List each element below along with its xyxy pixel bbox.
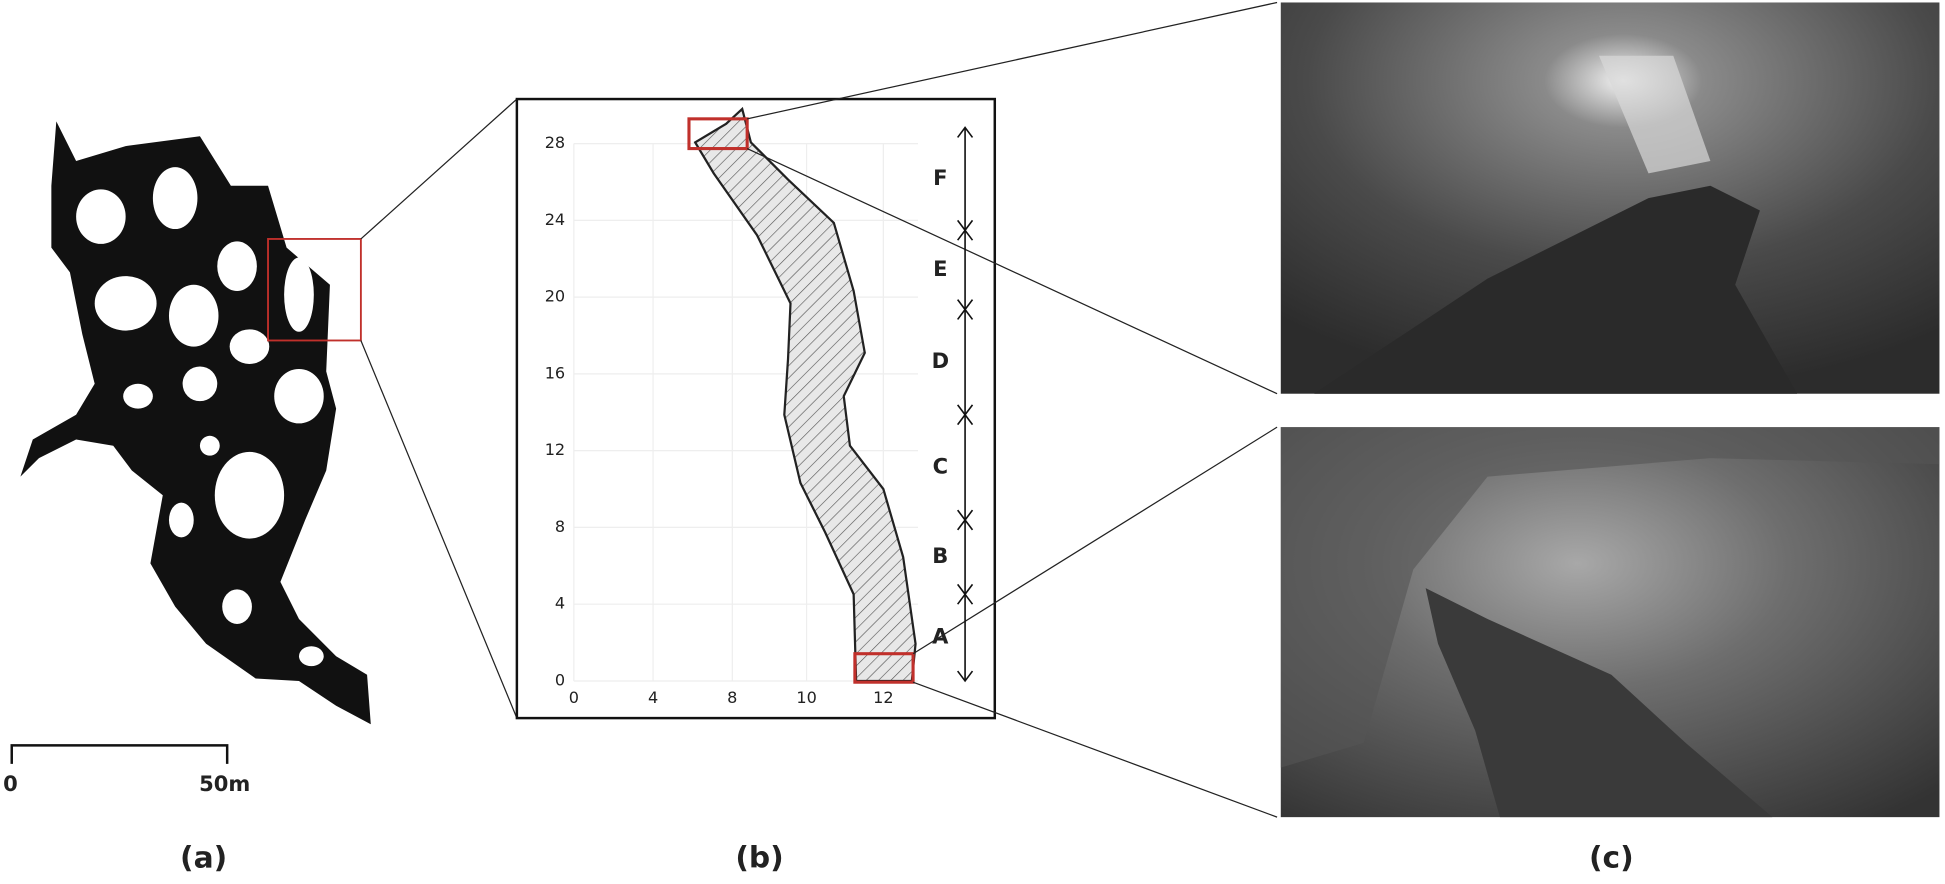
arrow-head bbox=[956, 509, 974, 522]
photo-bottom bbox=[1280, 427, 1940, 818]
connector bbox=[360, 340, 518, 719]
y-tick-label: 8 bbox=[555, 517, 565, 536]
panel-label: (a) bbox=[180, 841, 227, 876]
x-tick-label: 4 bbox=[648, 688, 658, 707]
y-tick-label: 12 bbox=[545, 440, 565, 459]
y-tick-label: 0 bbox=[555, 670, 565, 689]
panel-label: (b) bbox=[735, 841, 783, 876]
connector bbox=[746, 148, 1278, 395]
connector bbox=[912, 426, 1278, 655]
segment-label: C bbox=[933, 453, 948, 478]
scale-end: 50m bbox=[199, 771, 250, 796]
connector bbox=[912, 681, 1278, 818]
zoom-box bbox=[853, 652, 915, 684]
y-tick-label: 4 bbox=[555, 594, 565, 613]
segment-label: B bbox=[932, 543, 948, 568]
y-tick-label: 28 bbox=[545, 133, 565, 152]
segment-label: A bbox=[932, 624, 949, 649]
x-tick-label: 0 bbox=[569, 688, 579, 707]
arrow-head bbox=[956, 404, 974, 417]
connector bbox=[747, 1, 1278, 120]
grid bbox=[573, 143, 919, 682]
y-tick-label: 16 bbox=[545, 363, 565, 382]
tunnel-section bbox=[693, 106, 917, 683]
zoom-box bbox=[267, 238, 362, 342]
arrow-head bbox=[956, 670, 974, 683]
y-tick-label: 20 bbox=[545, 287, 565, 306]
y-tick-label: 24 bbox=[545, 210, 565, 229]
x-tick-label: 8 bbox=[727, 688, 737, 707]
cave-map bbox=[20, 121, 371, 725]
panel-label: (c) bbox=[1589, 841, 1634, 876]
photo-top bbox=[1280, 2, 1940, 394]
segment-label: F bbox=[933, 165, 947, 190]
arrow-head bbox=[956, 126, 974, 138]
segment-label: D bbox=[932, 348, 949, 373]
x-tick-label: 12 bbox=[873, 688, 893, 707]
connector bbox=[360, 98, 518, 240]
scale-bar bbox=[10, 744, 229, 764]
zoom-box bbox=[687, 117, 749, 151]
segment-label: E bbox=[933, 256, 947, 281]
arrow-head bbox=[956, 583, 974, 596]
arrow-head bbox=[956, 299, 974, 311]
x-tick-label: 10 bbox=[796, 688, 816, 707]
arrow-head bbox=[956, 219, 974, 232]
scale-start: 0 bbox=[3, 771, 18, 796]
